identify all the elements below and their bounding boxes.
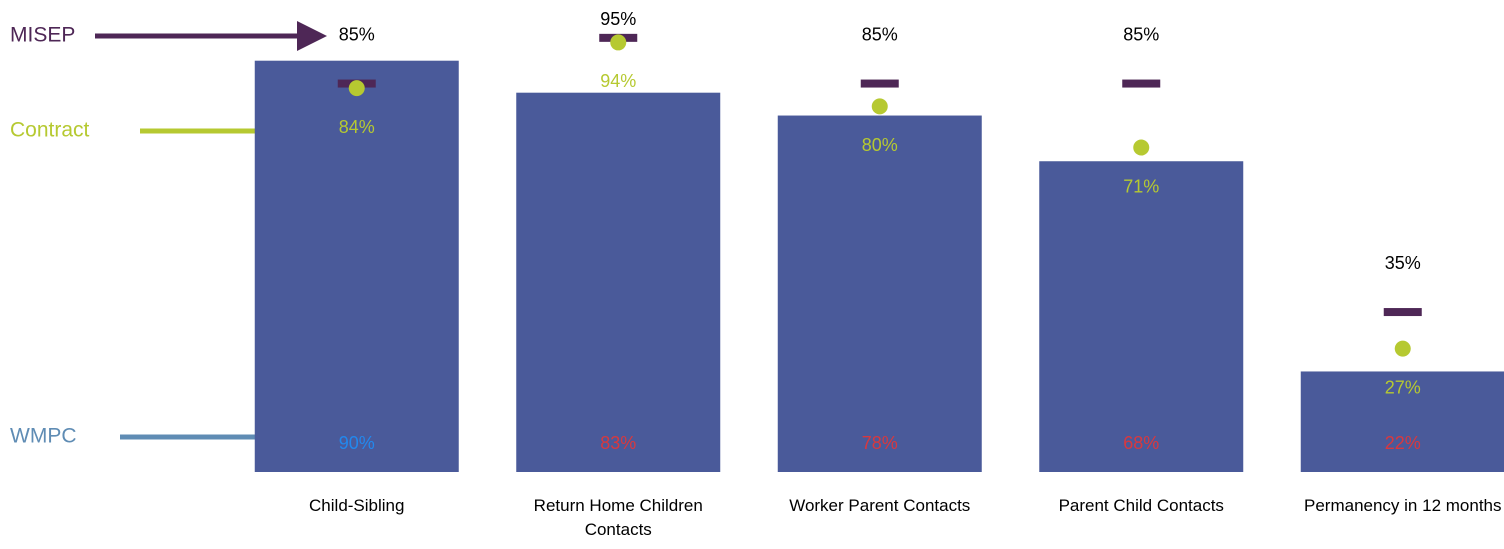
bar — [254, 60, 459, 472]
data-label: 27% — [1385, 377, 1421, 397]
contract-dot — [610, 34, 627, 51]
contract-dot — [1394, 340, 1411, 357]
x-tick-label: Permanency in 12 months — [1304, 496, 1502, 515]
data-label: 85% — [862, 24, 898, 44]
contract-dot — [1133, 139, 1150, 156]
data-label: 35% — [1385, 253, 1421, 273]
data-label: 90% — [339, 433, 375, 453]
data-label: 22% — [1385, 433, 1421, 453]
x-tick-label: Worker Parent Contacts — [789, 496, 971, 515]
data-label: 71% — [1123, 176, 1159, 196]
bar — [777, 115, 982, 472]
bar — [1300, 371, 1504, 472]
bar — [1039, 161, 1244, 473]
target-dash — [1122, 79, 1161, 88]
data-label: 80% — [862, 135, 898, 155]
x-tick-label: Child-Sibling — [309, 496, 405, 515]
legend-label: WMPC — [10, 425, 77, 448]
data-label: 85% — [339, 24, 375, 44]
bar — [516, 92, 721, 472]
legend-label: Contract — [10, 119, 90, 142]
data-label: 95% — [600, 9, 636, 29]
data-label: 85% — [1123, 24, 1159, 44]
target-dash — [1383, 308, 1422, 317]
target-dash — [860, 79, 899, 88]
data-label: 94% — [600, 71, 636, 91]
data-label: 68% — [1123, 433, 1159, 453]
x-tick-label: Return Home Children Contacts — [533, 496, 703, 539]
data-label: 84% — [339, 117, 375, 137]
data-label: 83% — [600, 433, 636, 453]
legend-label: MISEP — [10, 24, 75, 47]
x-tick-label: Parent Child Contacts — [1058, 496, 1224, 515]
data-label: 78% — [862, 433, 898, 453]
contract-dot — [348, 80, 365, 97]
contract-dot — [871, 98, 888, 115]
